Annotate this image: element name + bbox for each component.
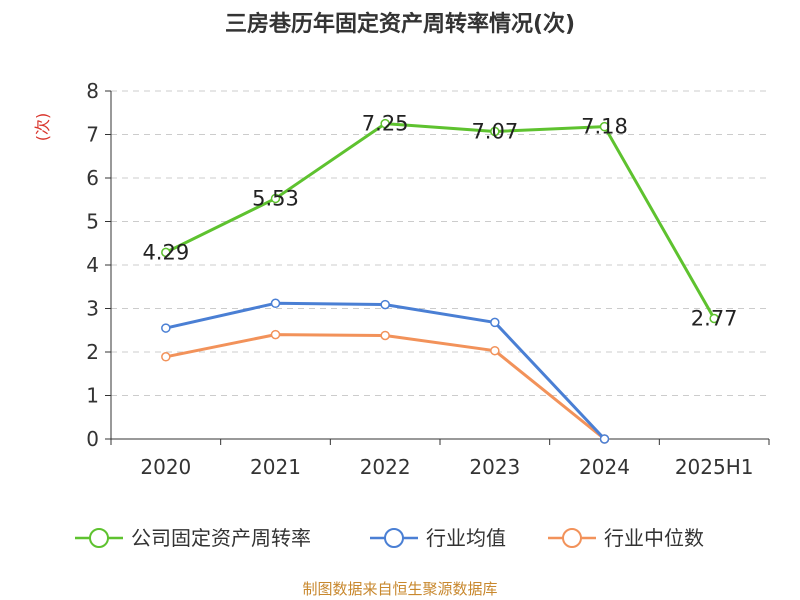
y-tick-label: 6	[86, 166, 99, 190]
y-tick-label: 0	[86, 427, 99, 451]
data-label: 7.07	[471, 119, 518, 143]
axes: 0 1 2 3 4 5 6 7 8 2020 2021 2022 2023 2024 2025H1	[86, 79, 770, 479]
data-point[interactable]	[270, 193, 281, 204]
legend-item[interactable]: 行业均值	[370, 526, 506, 550]
y-tick-label: 7	[86, 123, 99, 147]
series-lines	[161, 118, 719, 444]
x-tick-label: 2022	[360, 455, 411, 479]
data-point[interactable]	[380, 330, 390, 341]
x-tick-label: 2021	[250, 455, 301, 479]
chart-title: 三房巷历年固定资产周转率情况(次)	[225, 11, 575, 37]
y-tick-label: 1	[86, 384, 99, 408]
data-label: 2.77	[691, 307, 738, 331]
x-tick-label: 2023	[469, 455, 520, 479]
data-label: 4.29	[142, 240, 189, 264]
series-line	[165, 122, 716, 320]
data-point[interactable]	[490, 345, 500, 356]
data-label: 7.25	[362, 112, 409, 136]
series-line	[165, 301, 606, 441]
legend-marker	[384, 528, 404, 548]
y-tick-label: 4	[86, 253, 99, 277]
y-tick-label: 5	[86, 210, 99, 234]
data-point[interactable]	[599, 121, 610, 132]
y-tick-label: 3	[86, 297, 99, 321]
legend-marker	[89, 528, 109, 548]
legend[interactable]: 公司固定资产周转率 行业均值 行业中位数	[75, 526, 704, 550]
x-tick-label: 2025H1	[675, 455, 754, 479]
data-point[interactable]	[490, 317, 500, 328]
data-point[interactable]	[161, 247, 171, 258]
data-point[interactable]	[161, 352, 171, 362]
data-point[interactable]	[270, 329, 281, 340]
data-point[interactable]	[270, 298, 281, 309]
data-point[interactable]	[709, 313, 719, 324]
data-point[interactable]	[380, 299, 390, 310]
y-axis-label: (次)	[33, 113, 52, 142]
data-point[interactable]	[490, 126, 500, 137]
data-point[interactable]	[380, 118, 390, 129]
data-label: 5.53	[252, 186, 299, 210]
legend-item[interactable]: 公司固定资产周转率	[75, 526, 311, 550]
data-point[interactable]	[161, 323, 171, 333]
x-tick-label: 2024	[579, 455, 630, 479]
series-line	[165, 333, 606, 441]
legend-item[interactable]: 行业中位数	[548, 526, 704, 550]
x-tick-label: 2020	[140, 455, 191, 479]
legend-label: 行业中位数	[604, 526, 704, 550]
y-tick-label: 8	[86, 79, 99, 103]
source-note: 制图数据来自恒生聚源数据库	[302, 580, 497, 598]
legend-label: 行业均值	[426, 526, 506, 550]
data-point[interactable]	[599, 434, 610, 444]
data-label: 7.18	[581, 115, 628, 139]
legend-marker	[562, 528, 582, 548]
y-tick-label: 2	[86, 340, 99, 364]
legend-label: 公司固定资产周转率	[131, 526, 311, 550]
data-labels: 4.29 5.53 7.25 7.07 7.18 2.77	[142, 112, 737, 331]
